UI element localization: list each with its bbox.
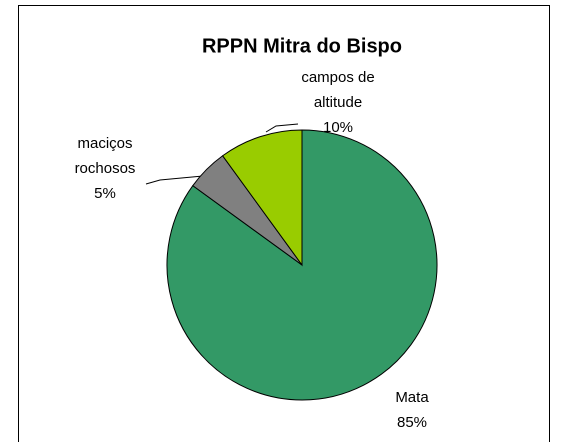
leader-line bbox=[145, 175, 204, 185]
label-line: maciços bbox=[77, 135, 132, 152]
pie-slice bbox=[221, 129, 303, 267]
label-line: rochosos bbox=[75, 160, 136, 177]
value-label: 10% bbox=[323, 119, 353, 136]
label-line: Mata bbox=[395, 389, 429, 406]
slice-label: campos de altitude bbox=[301, 69, 374, 111]
slice-label: maciços rochosos bbox=[75, 135, 136, 177]
label-line: campos de bbox=[301, 69, 374, 86]
value-label: 5% bbox=[94, 185, 116, 202]
label-line: altitude bbox=[314, 94, 362, 111]
leader-line bbox=[265, 123, 299, 133]
slice-label: Mata bbox=[395, 389, 429, 406]
chart-title: RPPN Mitra do Bispo bbox=[202, 35, 402, 57]
value-label: 85% bbox=[397, 414, 427, 431]
